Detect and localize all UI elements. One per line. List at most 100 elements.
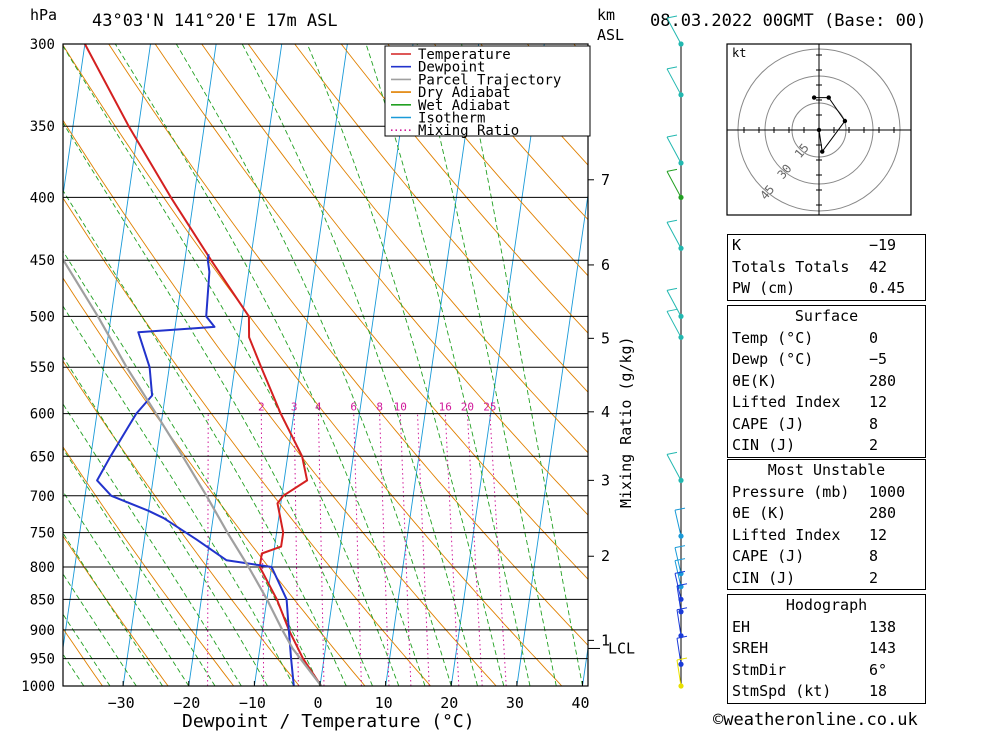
isotherm-line (319, 44, 414, 686)
pressure-tick-label: 500 (30, 309, 55, 325)
barb-shaft (676, 585, 682, 612)
dry-adiabat-line (294, 44, 588, 393)
unstable-row: CAPE (J) 8 (732, 547, 879, 565)
dry-adiabat-line (63, 119, 497, 686)
wind-barb (666, 168, 684, 201)
mixing-ratio-label: 20 (461, 401, 474, 414)
barb-feather (666, 168, 678, 172)
barb-shaft (666, 17, 682, 45)
km-tick-label: 1 (601, 631, 610, 649)
barb-feather (674, 507, 686, 511)
barb-feather (666, 219, 678, 223)
wind-barb (676, 635, 688, 667)
wind-barbs (666, 15, 688, 689)
km-tick-label: 6 (601, 256, 610, 274)
barb-feather (666, 308, 678, 312)
km-tick-label: 7 (601, 171, 610, 189)
surface-table: Surface Temp (°C) 0 Dewp (°C) −5 θE(K) 280 … (727, 305, 926, 458)
hodograph-point (811, 95, 817, 100)
mixing-ratio-line (317, 413, 325, 686)
wind-barb (666, 287, 684, 319)
series-temperature (84, 44, 323, 686)
km-label: km (597, 6, 615, 24)
mixing-ratio-line (379, 413, 390, 686)
x-tick-label: −10 (239, 694, 266, 712)
barb-shaft (676, 659, 682, 687)
barb-shaft (666, 68, 682, 96)
isobars (63, 43, 588, 687)
profile-series: 2 3 4 6 8 10 16 20 25 (63, 44, 496, 686)
barb-shaft (666, 136, 682, 164)
x-tick-label: 40 (571, 694, 589, 712)
surface-row: CIN (J) 2 (732, 436, 879, 454)
legend-item: Dry Adiabat (391, 85, 511, 101)
isotherm-line (385, 44, 480, 686)
mixing-ratio-line (260, 413, 265, 686)
pressure-tick-label: 300 (30, 37, 55, 53)
series-parcel-trajectory (63, 257, 323, 686)
barb-feather (666, 15, 678, 19)
hodograph-unit: kt (732, 46, 746, 60)
isotherm-line (188, 44, 283, 686)
legend-label: Mixing Ratio (418, 123, 519, 139)
hodograph-title: Hodograph (785, 596, 868, 614)
hodograph-point (842, 118, 848, 124)
legend-item: Dewpoint (391, 60, 485, 76)
unstable-row: Lifted Index 12 (732, 525, 888, 544)
barb-shaft (674, 510, 682, 537)
x-tick-label: 10 (375, 694, 393, 712)
hodograph-row: StmDir 6° (732, 660, 888, 679)
mixing-ratio-line (293, 413, 299, 686)
legend-item: Parcel Trajectory (391, 72, 561, 88)
legend-box (384, 45, 591, 137)
mixing-ratio-label: 4 (315, 401, 322, 414)
pressure-tick-label: 700 (30, 489, 55, 505)
legend-item: Temperature (391, 47, 511, 63)
legend-item: Wet Adiabat (391, 98, 511, 114)
wet-adiabat-line (175, 44, 452, 686)
x-tick-label: 30 (506, 694, 524, 712)
barb-shaft (674, 547, 682, 574)
wind-barb (666, 134, 684, 166)
barb-shaft (676, 609, 682, 636)
dry-adiabat-line (108, 44, 588, 646)
barb-feather (674, 558, 686, 562)
pressure-tick-label: 1000 (21, 679, 55, 695)
surface-row: CAPE (J) 8 (732, 414, 879, 433)
surface-title: Surface (794, 307, 859, 325)
barb-feather (674, 570, 686, 574)
hodograph-point (826, 95, 831, 100)
barb-feather (666, 287, 678, 291)
hodograph-point (816, 127, 822, 133)
barb-dot (678, 533, 684, 539)
most-unstable-title: Most Unstable (767, 461, 886, 479)
hodograph-row: StmSpd (kt) 18 (732, 682, 888, 700)
isotherm-line (0, 44, 19, 686)
pressure-tick-label: 550 (30, 360, 55, 376)
hodograph-row: EH 138 (732, 617, 897, 636)
axes: 3003504004505005506006507007508008509009… (21, 37, 635, 712)
barb-shaft (676, 638, 682, 665)
x-tick-label: −30 (108, 694, 135, 712)
wet-adiabat-line (63, 613, 111, 686)
mixing-ratio-line (466, 413, 483, 686)
barb-dot (678, 609, 684, 615)
pressure-tick-label: 850 (30, 592, 55, 608)
isotherm-line (63, 44, 86, 199)
wind-barb (666, 308, 684, 340)
pressure-tick-label: 350 (30, 119, 55, 135)
hodograph-table: Hodograph EH 138 SREH 143 StmDir 6° StmSpd … (727, 594, 926, 704)
barb-shaft (666, 311, 682, 338)
site-credit[interactable]: ©weatheronline.co.uk (713, 710, 918, 730)
barb-shaft (666, 221, 682, 249)
pressure-tick-label: 650 (30, 449, 55, 465)
mixing-ratio-label: 3 (291, 401, 298, 414)
mixing-ratio-label: 2 (258, 401, 265, 414)
hodograph-row: SREH 143 (732, 639, 897, 657)
series-dewpoint (96, 254, 295, 686)
dry-adiabat-line (154, 44, 588, 580)
dry-adiabat-line (63, 197, 431, 686)
